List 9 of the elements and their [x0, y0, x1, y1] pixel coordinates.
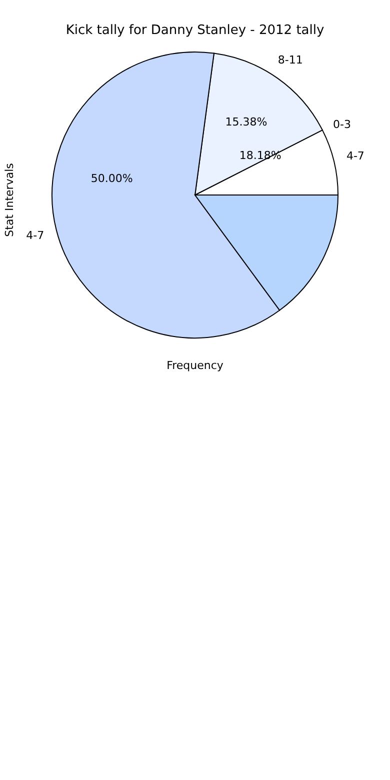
text: Frequency: [166, 359, 224, 372]
slice-label: 4-7: [346, 149, 364, 162]
data-label: 15.38%: [225, 116, 268, 129]
chart-title: Kick tally for Danny Stanley - 2012 tally: [66, 23, 324, 38]
slice-label: 4-7: [26, 228, 44, 242]
text: Stat Intervals: [3, 162, 16, 237]
text: 50.00%: [90, 172, 133, 185]
text: 0-3: [333, 118, 351, 132]
slice-label: 8-11: [278, 53, 303, 66]
